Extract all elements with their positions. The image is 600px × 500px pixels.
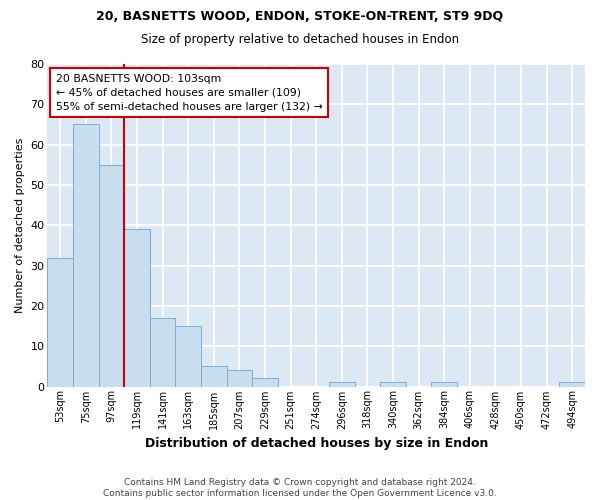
Bar <box>150 318 175 386</box>
Bar <box>201 366 227 386</box>
X-axis label: Distribution of detached houses by size in Endon: Distribution of detached houses by size … <box>145 437 488 450</box>
Bar <box>47 258 73 386</box>
Y-axis label: Number of detached properties: Number of detached properties <box>15 138 25 313</box>
Text: Size of property relative to detached houses in Endon: Size of property relative to detached ho… <box>141 32 459 46</box>
Bar <box>227 370 252 386</box>
Bar <box>380 382 406 386</box>
Bar <box>175 326 201 386</box>
Text: 20, BASNETTS WOOD, ENDON, STOKE-ON-TRENT, ST9 9DQ: 20, BASNETTS WOOD, ENDON, STOKE-ON-TRENT… <box>97 10 503 23</box>
Bar <box>73 124 98 386</box>
Text: Contains HM Land Registry data © Crown copyright and database right 2024.
Contai: Contains HM Land Registry data © Crown c… <box>103 478 497 498</box>
Bar <box>124 230 150 386</box>
Bar <box>98 165 124 386</box>
Bar <box>329 382 355 386</box>
Bar <box>559 382 585 386</box>
Text: 20 BASNETTS WOOD: 103sqm
← 45% of detached houses are smaller (109)
55% of semi-: 20 BASNETTS WOOD: 103sqm ← 45% of detach… <box>56 74 322 112</box>
Bar <box>252 378 278 386</box>
Bar <box>431 382 457 386</box>
